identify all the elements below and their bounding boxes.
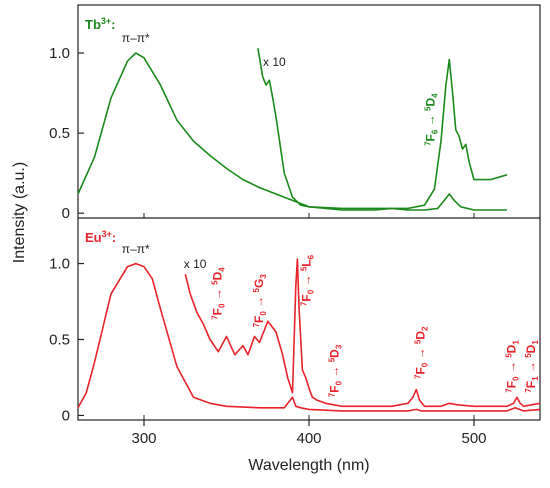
transition-label: 7F0 → 5G3	[252, 274, 268, 328]
panel-label: Eu3+:	[85, 229, 116, 245]
annotation-label: π–π*	[122, 242, 150, 256]
panel-label: Tb3+:	[85, 16, 116, 32]
annotation-label: π–π*	[122, 31, 150, 45]
annotation-label: x 10	[263, 55, 286, 69]
series-line-1	[77, 52, 507, 211]
transition-label: 7F1 → 5D1	[524, 340, 540, 393]
y-tick-label: 0.5	[49, 125, 70, 142]
transition-label: 7F0 → 5L6	[300, 254, 316, 306]
series-line-1	[77, 262, 541, 412]
transition-label: 7F0 → 5D2	[414, 326, 430, 379]
transition-label: 7F0 → 5D1	[504, 340, 520, 393]
panel-eu: Eu3+: 0 0.5 1.0 300 400 500 π–π* x 10 7F0 → 5D4 7F…	[11, 162, 541, 474]
y-tick-label: 0	[62, 205, 70, 222]
panel-tb: Tb3+: 0 0.5 1.0 π–π* x 10 7F6 → 5D4	[49, 16, 508, 222]
series-line-2	[184, 258, 541, 408]
annotation-label: x 10	[184, 257, 207, 271]
y-axis-label: Intensity (a.u.)	[11, 162, 28, 263]
transition-label: 7F0 → 5D4	[211, 267, 227, 320]
x-tick-label: 500	[461, 430, 486, 447]
series-line-2	[257, 48, 508, 210]
transition-label: 7F0 → 5D3	[328, 344, 344, 397]
y-tick-label: 0.5	[49, 332, 70, 349]
y-tick-label: 1.0	[49, 45, 70, 62]
y-tick-label: 1.0	[49, 256, 70, 273]
x-axis-label: Wavelength (nm)	[248, 457, 369, 474]
plot-frame	[77, 4, 541, 421]
transition-label: 7F6 → 5D4	[423, 93, 439, 146]
y-tick-label: 0	[62, 407, 70, 424]
x-tick-label: 400	[296, 430, 321, 447]
x-tick-label: 300	[131, 430, 156, 447]
